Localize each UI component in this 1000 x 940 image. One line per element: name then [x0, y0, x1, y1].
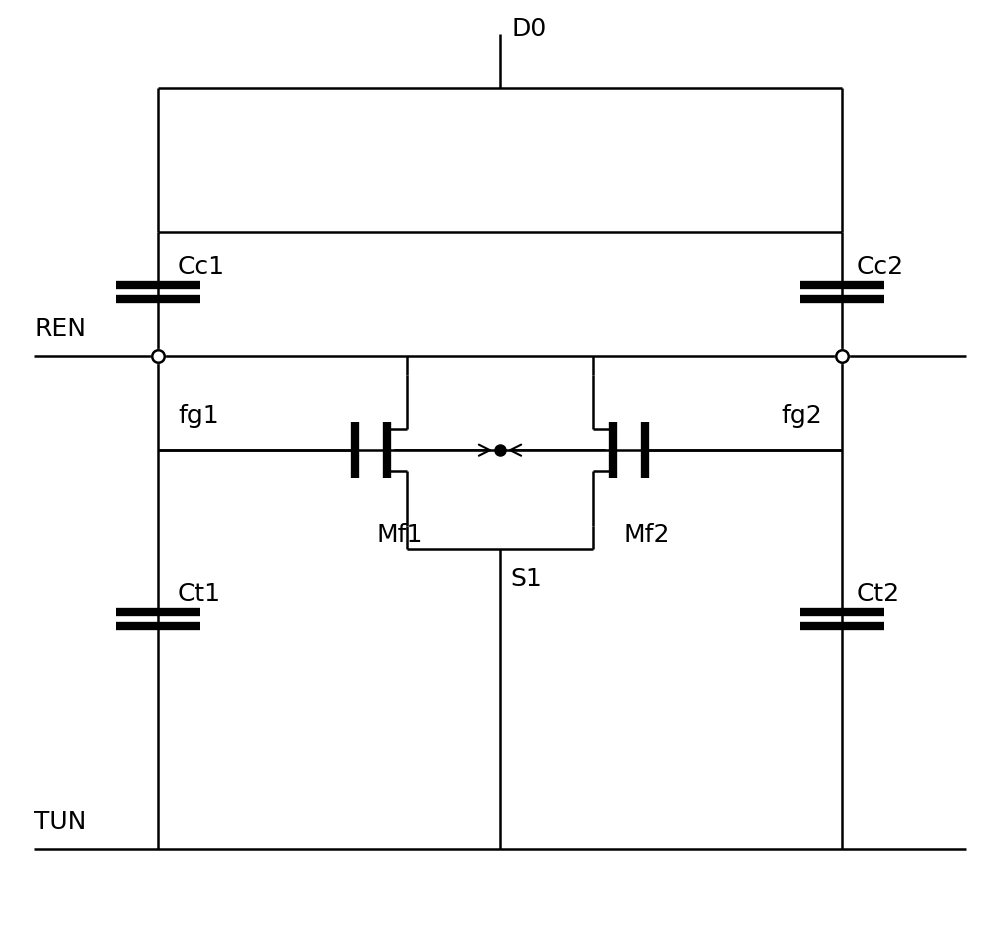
Text: Mf1: Mf1 [376, 524, 422, 547]
Text: REN: REN [34, 317, 86, 341]
Text: fg2: fg2 [781, 404, 822, 429]
Text: Ct2: Ct2 [857, 582, 900, 606]
Text: S1: S1 [510, 567, 542, 591]
Text: Cc2: Cc2 [857, 255, 904, 279]
Text: Mf2: Mf2 [624, 524, 670, 547]
Text: fg1: fg1 [178, 404, 219, 429]
Text: D0: D0 [512, 17, 547, 41]
Text: Ct1: Ct1 [178, 582, 221, 606]
Text: Cc1: Cc1 [178, 255, 225, 279]
Text: TUN: TUN [34, 809, 87, 834]
